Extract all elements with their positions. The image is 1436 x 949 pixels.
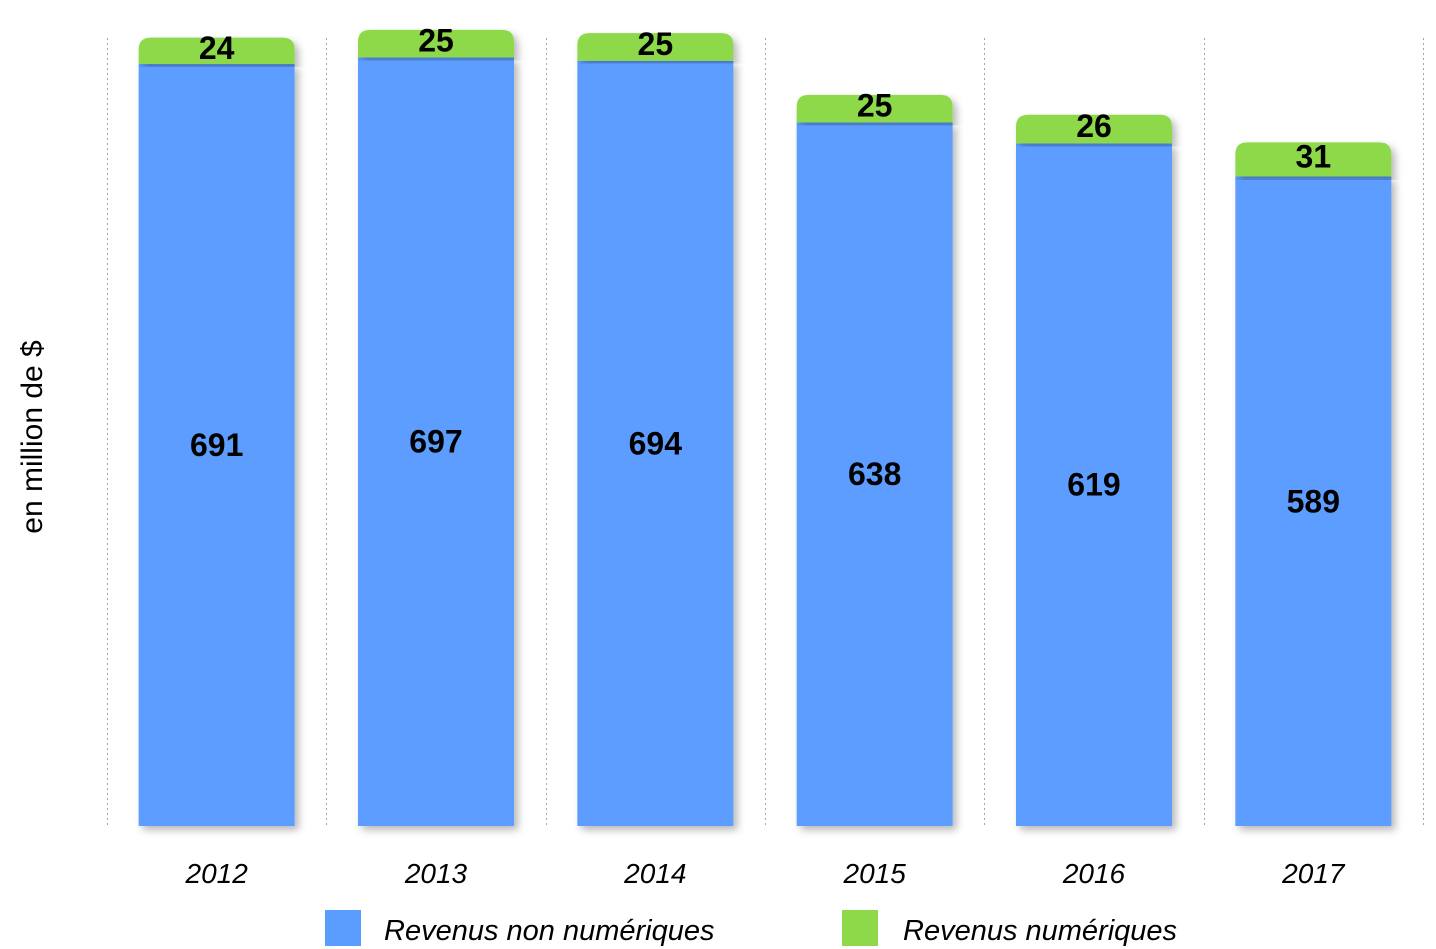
x-tick-label-2017: 2017 [1281, 858, 1346, 889]
x-axis-tick-labels: 2012 2013 2014 2015 2016 2017 [185, 858, 1346, 889]
x-tick-label-2014: 2014 [623, 858, 686, 889]
data-label-revenus-non-numeriques-2017: 589 [1287, 483, 1340, 519]
data-label-revenus-numeriques-2012: 24 [199, 30, 235, 66]
data-label-revenus-numeriques-2015: 25 [857, 88, 893, 124]
legend-swatch-revenus-non-numeriques [325, 910, 361, 946]
legend-label-revenus-numeriques: Revenus numériques [903, 915, 1177, 947]
bar-revenus-numeriques-2017 [1235, 142, 1392, 177]
x-tick-label-2013: 2013 [404, 858, 468, 889]
data-label-revenus-numeriques-2016: 26 [1076, 108, 1112, 144]
x-tick-label-2016: 2016 [1062, 858, 1126, 889]
legend-label-revenus-non-numeriques: Revenus non numériques [384, 915, 714, 947]
bar-revenus-numeriques-2012 [138, 37, 295, 65]
data-labels-group: 691 24 697 25 694 25 638 25 619 26 589 31 [190, 23, 1340, 520]
bar-revenus-non-numeriques-2016 [1016, 143, 1172, 827]
data-label-revenus-numeriques-2017: 31 [1296, 138, 1332, 174]
x-tick-label-2012: 2012 [185, 858, 249, 889]
data-label-revenus-non-numeriques-2014: 694 [629, 425, 683, 461]
bar-revenus-numeriques-2016 [1016, 114, 1172, 144]
bar-revenus-non-numeriques-2015 [796, 122, 953, 826]
bar-revenus-non-numeriques-2012 [138, 64, 295, 827]
data-label-revenus-non-numeriques-2012: 691 [190, 427, 243, 463]
data-label-revenus-non-numeriques-2016: 619 [1067, 467, 1120, 503]
data-label-revenus-non-numeriques-2013: 697 [409, 424, 462, 460]
bar-revenus-numeriques-2014 [577, 33, 734, 61]
data-label-revenus-non-numeriques-2015: 638 [848, 456, 901, 492]
gridlines [107, 38, 1424, 828]
data-label-revenus-numeriques-2013: 25 [418, 23, 454, 59]
bar-revenus-non-numeriques-2013 [358, 57, 514, 827]
bar-revenus-non-numeriques-2014 [577, 60, 734, 827]
bar-revenus-numeriques-2013 [358, 29, 514, 58]
bars-group [138, 29, 1392, 827]
y-axis-label: en million de $ [16, 340, 49, 534]
x-tick-label-2015: 2015 [843, 858, 907, 889]
data-label-revenus-numeriques-2014: 25 [638, 26, 674, 62]
legend-swatch-revenus-numeriques [842, 910, 878, 946]
legend: Revenus non numériques Revenus numérique… [325, 910, 1177, 947]
bar-revenus-non-numeriques-2017 [1235, 176, 1392, 826]
bar-revenus-numeriques-2015 [796, 94, 953, 123]
